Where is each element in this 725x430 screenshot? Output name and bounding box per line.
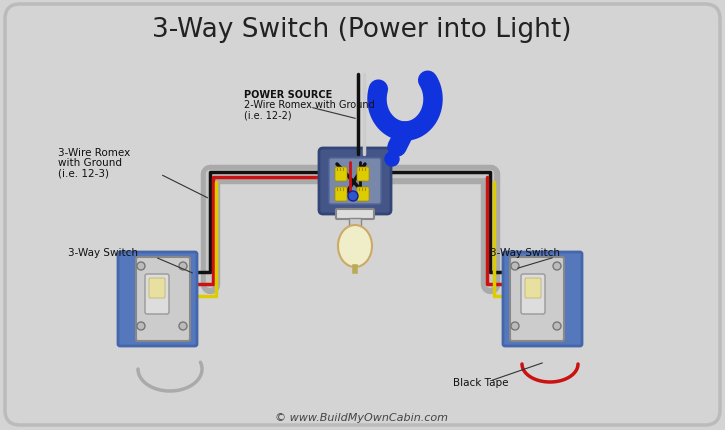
Bar (349, 218, 361, 228)
FancyBboxPatch shape (521, 274, 545, 314)
FancyBboxPatch shape (319, 149, 391, 215)
FancyBboxPatch shape (357, 187, 369, 202)
FancyBboxPatch shape (329, 159, 381, 205)
FancyBboxPatch shape (357, 168, 369, 181)
Circle shape (511, 322, 519, 330)
Text: (i.e. 12-3): (i.e. 12-3) (58, 168, 109, 178)
Circle shape (348, 191, 358, 202)
FancyBboxPatch shape (149, 278, 165, 298)
Circle shape (137, 262, 145, 270)
FancyBboxPatch shape (510, 258, 564, 341)
FancyBboxPatch shape (136, 258, 190, 341)
Text: (i.e. 12-2): (i.e. 12-2) (244, 110, 291, 120)
FancyBboxPatch shape (118, 252, 197, 346)
Text: 3-Way Switch: 3-Way Switch (490, 247, 560, 258)
FancyBboxPatch shape (503, 252, 582, 346)
Circle shape (553, 322, 561, 330)
Text: 3-Way Switch (Power into Light): 3-Way Switch (Power into Light) (152, 17, 572, 43)
Circle shape (385, 153, 399, 166)
FancyBboxPatch shape (145, 274, 169, 314)
Circle shape (179, 262, 187, 270)
Text: with Ground: with Ground (58, 158, 122, 168)
Circle shape (511, 262, 519, 270)
FancyBboxPatch shape (336, 209, 374, 219)
Text: 2-Wire Romex with Ground: 2-Wire Romex with Ground (244, 100, 375, 110)
Text: 3-Wire Romex: 3-Wire Romex (58, 147, 130, 158)
FancyBboxPatch shape (525, 278, 541, 298)
Text: 3-Way Switch: 3-Way Switch (68, 247, 138, 258)
Text: © www.BuildMyOwnCabin.com: © www.BuildMyOwnCabin.com (276, 412, 449, 422)
Circle shape (179, 322, 187, 330)
Circle shape (137, 322, 145, 330)
FancyBboxPatch shape (335, 168, 347, 181)
FancyBboxPatch shape (335, 187, 347, 202)
Ellipse shape (338, 225, 372, 267)
Circle shape (553, 262, 561, 270)
FancyBboxPatch shape (5, 5, 720, 425)
Text: POWER SOURCE: POWER SOURCE (244, 90, 332, 100)
Text: Black Tape: Black Tape (453, 377, 508, 387)
